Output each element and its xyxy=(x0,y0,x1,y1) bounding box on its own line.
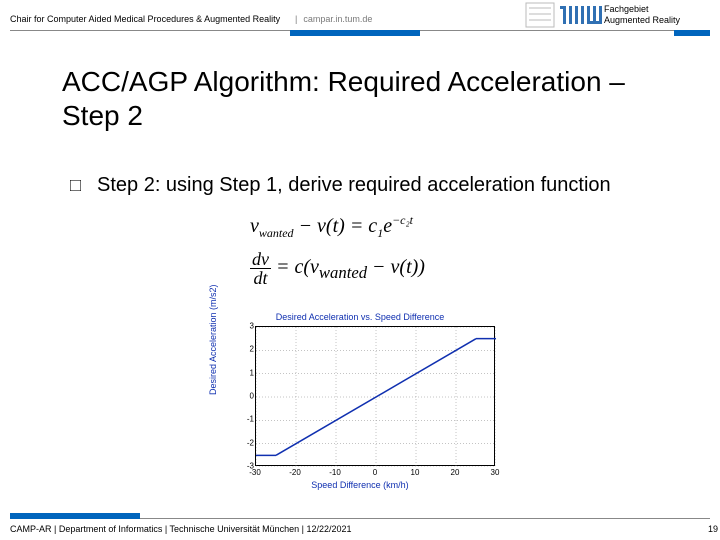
chart-xtick: -10 xyxy=(329,468,341,477)
equation-2: dvdt = c(vwanted − v(t)) xyxy=(250,250,470,300)
chart-ytick: -3 xyxy=(244,462,254,471)
link-text: campar.in.tum.de xyxy=(303,14,372,24)
chart-plot-area xyxy=(255,326,495,466)
chart-ytick: -1 xyxy=(244,415,254,424)
tum-logo xyxy=(558,4,602,26)
slide-title: ACC/AGP Algorithm: Required Acceleration… xyxy=(62,65,625,133)
slide-header: Chair for Computer Aided Medical Procedu… xyxy=(0,0,720,36)
footer-accent xyxy=(10,513,140,519)
chart-ylabel: Desired Acceleration (m/s2) xyxy=(208,284,218,395)
equation-1: vwanted − v(t) = c1e−c₂t xyxy=(250,214,470,244)
chart-ytick: 0 xyxy=(244,392,254,401)
chart-ytick: 2 xyxy=(244,345,254,354)
header-accent xyxy=(290,30,420,36)
header-link: |campar.in.tum.de xyxy=(295,14,372,24)
equations: vwanted − v(t) = c1e−c₂t dvdt = c(vwante… xyxy=(250,214,470,300)
chart-xtick: -20 xyxy=(289,468,301,477)
chart-ytick: 3 xyxy=(244,322,254,331)
bullet-icon xyxy=(70,180,81,191)
chart-xtick: 0 xyxy=(373,468,377,477)
header-accent-right xyxy=(674,30,710,36)
bullet-text: Step 2: using Step 1, derive required ac… xyxy=(97,174,611,197)
chart-xlabel: Speed Difference (km/h) xyxy=(210,480,510,490)
slide-footer: CAMP-AR | Department of Informatics | Te… xyxy=(0,518,720,540)
fachgebiet-label: Fachgebiet Augmented Reality xyxy=(604,4,680,26)
chart-svg xyxy=(256,327,496,467)
footer-text: CAMP-AR | Department of Informatics | Te… xyxy=(10,524,352,534)
acceleration-chart: Desired Acceleration vs. Speed Differenc… xyxy=(210,310,510,492)
chart-ytick: 1 xyxy=(244,368,254,377)
bullet-item: Step 2: using Step 1, derive required ac… xyxy=(70,174,611,197)
chart-xtick: 30 xyxy=(491,468,500,477)
chart-xtick: 20 xyxy=(451,468,460,477)
chart-title: Desired Acceleration vs. Speed Differenc… xyxy=(210,312,510,322)
ruler-icon xyxy=(525,2,555,28)
chart-ytick: -2 xyxy=(244,438,254,447)
page-number: 19 xyxy=(708,524,718,534)
chart-xtick: 10 xyxy=(411,468,420,477)
chair-label: Chair for Computer Aided Medical Procedu… xyxy=(10,14,280,24)
